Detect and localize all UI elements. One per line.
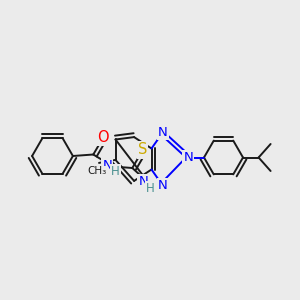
Text: N: N [139, 175, 148, 188]
Text: CH₃: CH₃ [88, 167, 107, 176]
Text: O: O [98, 130, 109, 145]
Text: N: N [184, 151, 193, 164]
Text: H: H [146, 182, 155, 195]
Text: H: H [111, 165, 120, 178]
Text: N: N [103, 159, 112, 172]
Text: N: N [158, 126, 167, 139]
Text: S: S [138, 142, 147, 158]
Text: N: N [158, 179, 167, 192]
